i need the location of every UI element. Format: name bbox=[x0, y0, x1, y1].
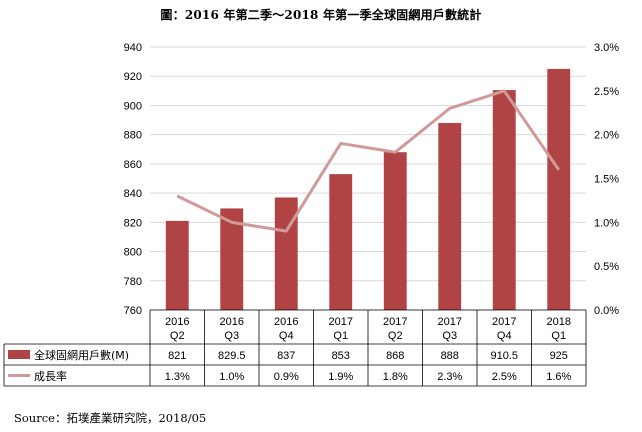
bar-value-cell: 868 bbox=[386, 350, 404, 362]
bar-value-cell: 821 bbox=[168, 350, 186, 362]
legend-line-label: 成長率 bbox=[34, 369, 67, 383]
left-tick-label: 880 bbox=[124, 130, 142, 142]
category-year-label: 2017 bbox=[492, 316, 516, 328]
line-series bbox=[176, 89, 560, 233]
growth-line bbox=[176, 89, 560, 233]
bar bbox=[383, 152, 407, 310]
right-tick-label: 0.0% bbox=[594, 305, 619, 317]
category-year-label: 2016 bbox=[220, 316, 244, 328]
category-year-label: 2016 bbox=[165, 316, 189, 328]
left-tick-label: 760 bbox=[124, 305, 142, 317]
right-tick-label: 0.5% bbox=[594, 261, 619, 273]
category-quarter-label: Q4 bbox=[497, 330, 512, 342]
left-tick-label: 940 bbox=[124, 42, 142, 54]
left-tick-label: 840 bbox=[124, 188, 142, 200]
legend-bar-label: 全球固網用戶數(M) bbox=[34, 348, 129, 362]
growth-value-cell: 1.3% bbox=[165, 371, 190, 383]
data-table: 2016 Q2 2016 Q3 2016 Q4 2017 Q1 2017 Q2 2017 Q3 2017… bbox=[3, 309, 587, 387]
bar bbox=[274, 197, 298, 310]
right-tick-label: 3.0% bbox=[594, 42, 619, 54]
growth-value-cell: 1.0% bbox=[219, 371, 244, 383]
bar-value-cell: 837 bbox=[277, 350, 295, 362]
bar bbox=[438, 122, 462, 310]
category-year-label: 2018 bbox=[547, 316, 571, 328]
category-quarter-label: Q1 bbox=[333, 330, 348, 342]
category-year-label: 2017 bbox=[438, 316, 462, 328]
growth-value-cell: 2.5% bbox=[492, 371, 517, 383]
right-tick-label: 1.0% bbox=[594, 217, 619, 229]
category-quarter-label: Q3 bbox=[224, 330, 239, 342]
bar-value-cell: 888 bbox=[441, 350, 459, 362]
bar bbox=[329, 174, 353, 310]
bar-value-cell: 910.5 bbox=[490, 350, 518, 362]
left-tick-label: 860 bbox=[124, 159, 142, 171]
category-quarter-label: Q1 bbox=[551, 330, 566, 342]
gridlines bbox=[150, 46, 586, 311]
bar-series bbox=[165, 68, 571, 311]
category-quarter-label: Q2 bbox=[170, 330, 185, 342]
left-axis-ticks: 760 780 800 820 840 860 880 900 920 940 bbox=[124, 42, 142, 317]
left-tick-label: 800 bbox=[124, 247, 142, 259]
left-tick-label: 780 bbox=[124, 276, 142, 288]
category-quarter-label: Q4 bbox=[279, 330, 294, 342]
bar bbox=[220, 208, 244, 310]
category-quarter-label: Q3 bbox=[442, 330, 457, 342]
bar bbox=[165, 220, 189, 310]
growth-value-cell: 2.3% bbox=[437, 371, 462, 383]
bar-value-cell: 925 bbox=[550, 350, 568, 362]
category-year-label: 2016 bbox=[274, 316, 298, 328]
left-tick-label: 920 bbox=[124, 71, 142, 83]
chart-title: 圖：2016 年第二季～2018 年第一季全球固網用戶數統計 bbox=[160, 8, 482, 22]
bar bbox=[492, 90, 516, 310]
left-tick-label: 820 bbox=[124, 217, 142, 229]
growth-value-cell: 0.9% bbox=[274, 371, 299, 383]
right-tick-label: 2.5% bbox=[594, 86, 619, 98]
growth-value-cell: 1.8% bbox=[383, 371, 408, 383]
category-quarter-label: Q2 bbox=[388, 330, 403, 342]
left-tick-label: 900 bbox=[124, 100, 142, 112]
category-year-label: 2017 bbox=[329, 316, 353, 328]
legend-bar-swatch bbox=[8, 350, 30, 359]
bar-value-cell: 829.5 bbox=[218, 350, 246, 362]
right-axis-ticks: 0.0% 0.5% 1.0% 1.5% 2.0% 2.5% 3.0% bbox=[594, 42, 619, 317]
growth-value-cell: 1.9% bbox=[328, 371, 353, 383]
right-tick-label: 2.0% bbox=[594, 130, 619, 142]
source-note: Source：拓墣產業研究院，2018/05 bbox=[14, 411, 207, 425]
bar-value-cell: 853 bbox=[332, 350, 350, 362]
category-year-label: 2017 bbox=[383, 316, 407, 328]
right-tick-label: 1.5% bbox=[594, 174, 619, 186]
bar bbox=[547, 68, 571, 311]
growth-value-cell: 1.6% bbox=[546, 371, 571, 383]
